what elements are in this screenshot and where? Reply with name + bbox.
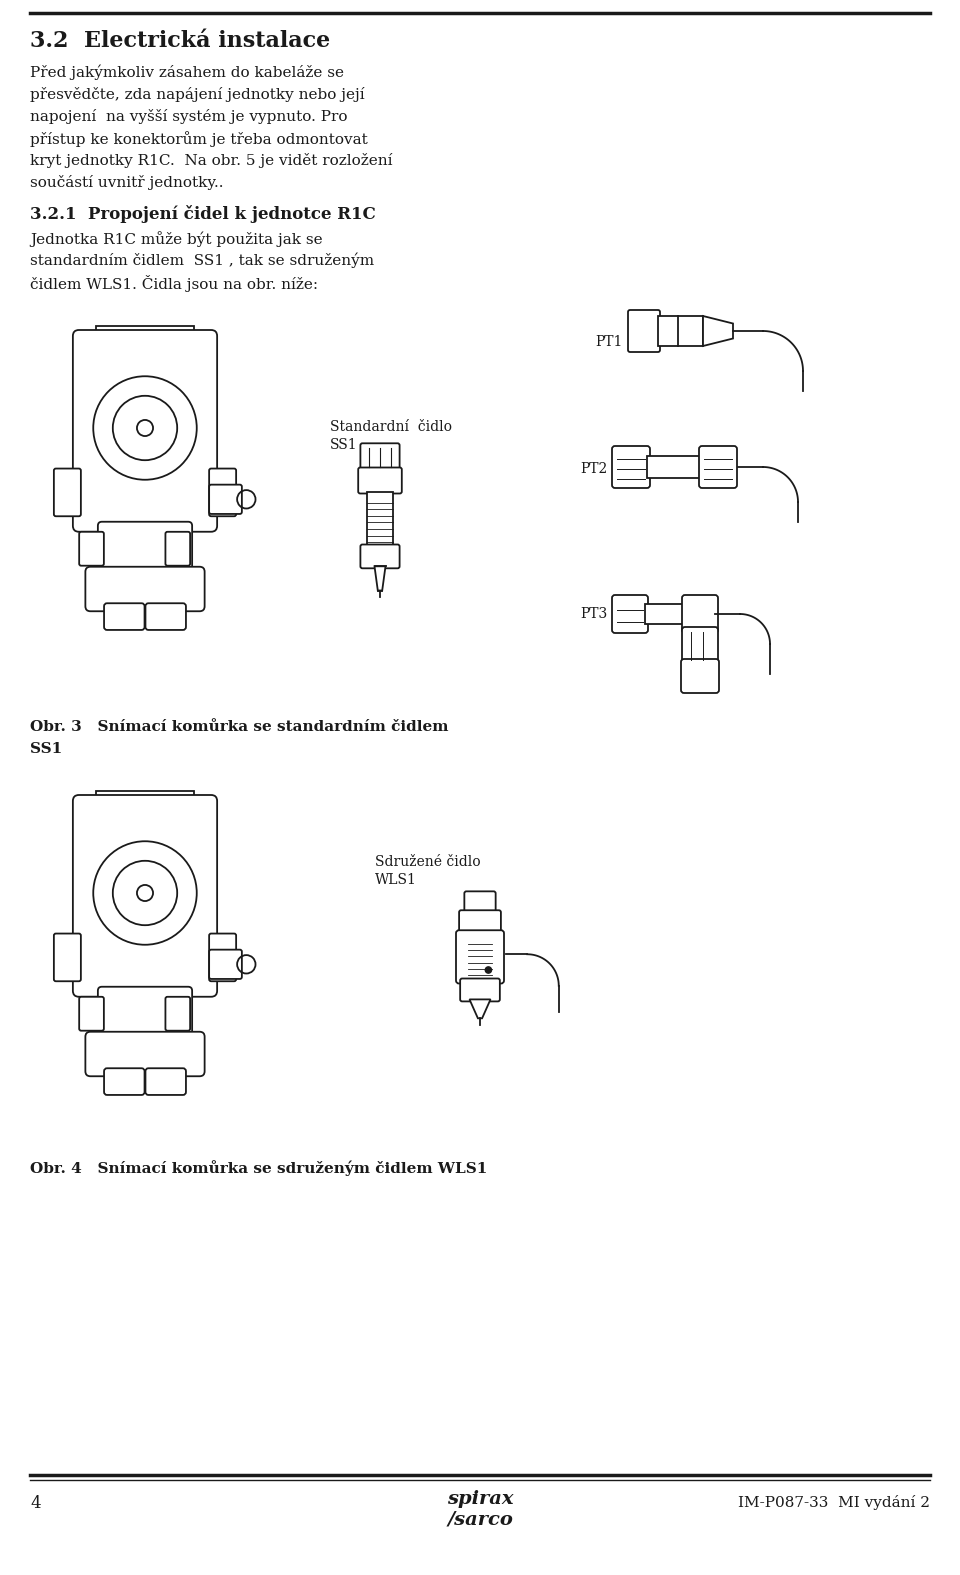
Bar — [658, 317, 703, 346]
FancyBboxPatch shape — [209, 468, 236, 517]
Text: přesvědčte, zda napájení jednotky nebo její: přesvědčte, zda napájení jednotky nebo j… — [30, 87, 365, 102]
FancyBboxPatch shape — [612, 595, 648, 633]
Polygon shape — [703, 317, 733, 346]
FancyBboxPatch shape — [682, 595, 718, 633]
FancyBboxPatch shape — [146, 1068, 186, 1095]
FancyBboxPatch shape — [465, 891, 495, 914]
FancyBboxPatch shape — [73, 331, 217, 532]
Text: PT1: PT1 — [595, 335, 622, 350]
FancyBboxPatch shape — [358, 468, 402, 493]
Text: Standardní  čidlo: Standardní čidlo — [330, 421, 452, 435]
Bar — [645, 603, 685, 624]
Text: SS1: SS1 — [330, 438, 358, 452]
Text: 3.2  Electrická instalace: 3.2 Electrická instalace — [30, 30, 330, 52]
Polygon shape — [469, 1000, 491, 1019]
FancyBboxPatch shape — [612, 446, 650, 488]
Text: PT3: PT3 — [580, 606, 608, 621]
FancyBboxPatch shape — [360, 443, 399, 471]
FancyBboxPatch shape — [104, 1068, 145, 1095]
FancyBboxPatch shape — [54, 468, 81, 517]
Circle shape — [485, 967, 492, 973]
Bar — [647, 457, 702, 477]
FancyBboxPatch shape — [98, 988, 192, 1041]
Text: SS1: SS1 — [30, 742, 62, 756]
Text: standardním čidlem  SS1 , tak se sdruženým: standardním čidlem SS1 , tak se sdružený… — [30, 254, 374, 268]
FancyBboxPatch shape — [682, 627, 718, 665]
Text: IM-P087-33  MI vydání 2: IM-P087-33 MI vydání 2 — [738, 1495, 930, 1510]
Text: přístup ke konektorům je třeba odmontovat: přístup ke konektorům je třeba odmontova… — [30, 131, 368, 146]
Text: součástí uvnitř jednotky..: součástí uvnitř jednotky.. — [30, 175, 224, 191]
FancyBboxPatch shape — [146, 603, 186, 630]
FancyBboxPatch shape — [360, 545, 399, 569]
FancyBboxPatch shape — [460, 978, 500, 1002]
Bar — [96, 326, 194, 342]
FancyBboxPatch shape — [165, 997, 190, 1030]
FancyBboxPatch shape — [681, 658, 719, 693]
FancyBboxPatch shape — [459, 910, 501, 936]
FancyBboxPatch shape — [104, 603, 145, 630]
Circle shape — [137, 421, 153, 436]
FancyBboxPatch shape — [79, 532, 104, 565]
Bar — [96, 791, 194, 806]
FancyBboxPatch shape — [209, 934, 236, 981]
Polygon shape — [374, 567, 386, 591]
Text: 3.2.1  Propojení čidel k jednotce R1C: 3.2.1 Propojení čidel k jednotce R1C — [30, 205, 375, 224]
Text: kryt jednotky R1C.  Na obr. 5 je vidět rozložení: kryt jednotky R1C. Na obr. 5 je vidět ro… — [30, 153, 393, 169]
FancyBboxPatch shape — [79, 997, 104, 1030]
Text: 4: 4 — [30, 1495, 40, 1512]
Text: čidlem WLS1. Čidla jsou na obr. níže:: čidlem WLS1. Čidla jsou na obr. níže: — [30, 276, 318, 291]
Text: Jednotka R1C může být použita jak se: Jednotka R1C může být použita jak se — [30, 232, 323, 247]
Text: Obr. 3   Snímací komůrka se standardním čidlem: Obr. 3 Snímací komůrka se standardním či… — [30, 720, 448, 734]
FancyBboxPatch shape — [54, 934, 81, 981]
Text: Obr. 4   Snímací komůrka se sdruženým čidlem WLS1: Obr. 4 Snímací komůrka se sdruženým čidl… — [30, 1161, 488, 1177]
FancyBboxPatch shape — [85, 567, 204, 611]
Text: Sdružené čidlo: Sdružené čidlo — [375, 855, 481, 869]
FancyBboxPatch shape — [209, 950, 242, 980]
Text: napojení  na vyšší systém je vypnuto. Pro: napojení na vyšší systém je vypnuto. Pro — [30, 109, 348, 124]
Text: WLS1: WLS1 — [375, 873, 417, 887]
FancyBboxPatch shape — [73, 795, 217, 997]
Text: /sarco: /sarco — [447, 1510, 513, 1528]
FancyBboxPatch shape — [456, 931, 504, 983]
FancyBboxPatch shape — [165, 532, 190, 565]
FancyBboxPatch shape — [628, 310, 660, 351]
FancyBboxPatch shape — [209, 485, 242, 513]
FancyBboxPatch shape — [85, 1032, 204, 1076]
Text: spirax: spirax — [446, 1490, 514, 1507]
FancyBboxPatch shape — [98, 521, 192, 576]
Text: Před jakýmkoliv zásahem do kabeláže se: Před jakýmkoliv zásahem do kabeláže se — [30, 65, 344, 80]
Text: PT2: PT2 — [580, 461, 608, 476]
Circle shape — [137, 885, 153, 901]
FancyBboxPatch shape — [699, 446, 737, 488]
Bar — [367, 491, 394, 547]
